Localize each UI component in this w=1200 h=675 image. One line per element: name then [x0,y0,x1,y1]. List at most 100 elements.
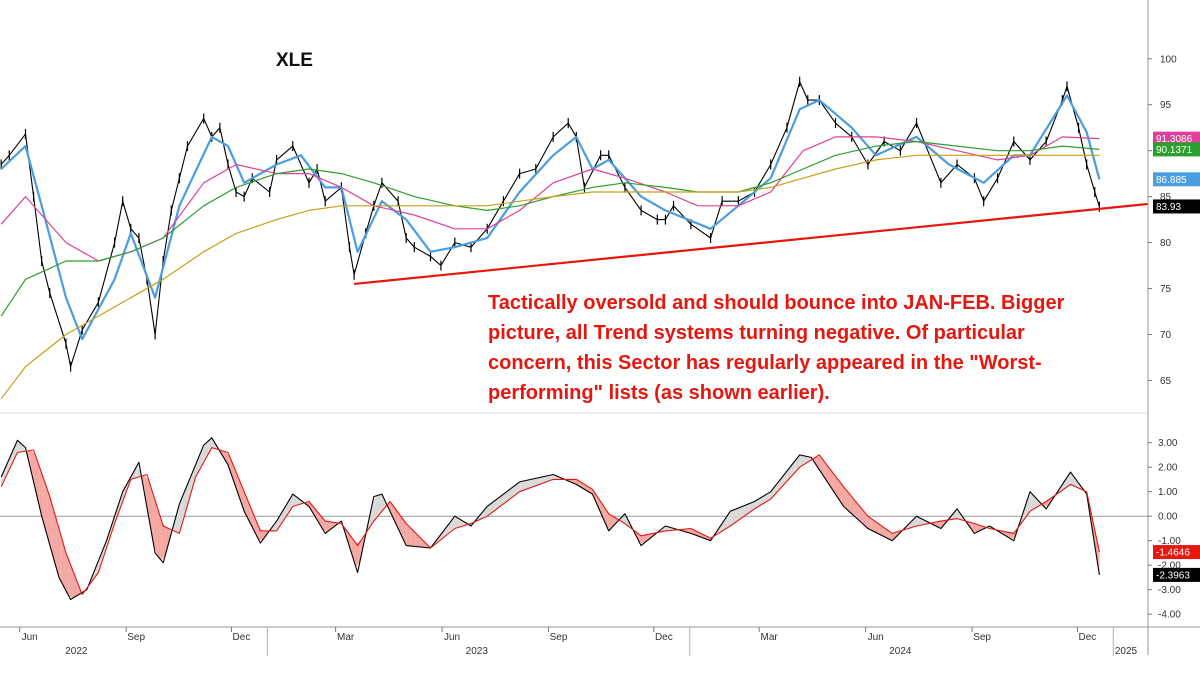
oscillator-spread-segment [1006,531,1011,539]
price-value-tag: 83.93 [1153,199,1200,214]
price-value-tag-box [1153,172,1200,187]
oscillator-spread-segment [30,450,35,488]
oscillator-ytick-label: 1.00 [1158,487,1178,498]
oscillator-spread-segment [664,526,669,532]
oscillator-spread-segment [723,515,728,531]
oscillator-spread-segment [448,518,454,534]
oscillator-spread-segment [43,478,48,538]
oscillator-value-tag-text: -2.3963 [1156,570,1190,581]
price-series-medium-ma [0,136,1100,262]
oscillator-spread-segment [731,508,737,525]
oscillator-spread-segment [279,508,285,526]
oscillator-value-tag-box [1153,567,1200,582]
oscillator-series-fast [0,437,1100,601]
oscillator-spread-segment [579,481,585,490]
oscillator-spread-segment [584,484,589,492]
oscillator-spread-segment [419,536,424,548]
oscillator-spread-segment [537,477,542,486]
oscillator-ytick-label: -3.00 [1158,585,1181,596]
oscillator-spread-segment [153,494,158,556]
x-month-label: Jun [22,632,38,643]
oscillator-spread-segment [398,512,403,538]
oscillator-value-tag: -2.3963 [1153,567,1200,582]
oscillator-spread-segment [491,500,496,514]
oscillator-spread-segment [330,521,335,530]
price-series-long-ma [0,140,1100,317]
oscillator-ytick-label: 3.00 [1158,438,1178,449]
oscillator-spread-segment [938,520,944,528]
oscillator-spread-segment [1,467,6,487]
oscillator-spread-segment [879,524,884,537]
oscillator-spread-segment [571,479,576,485]
oscillator-spread-segment [144,475,149,519]
oscillator-spread-segment [955,510,961,520]
oscillator-spread-segment [1074,476,1079,488]
price-series-short-ma [0,94,1101,341]
oscillator-spread-segment [339,522,344,528]
oscillator-spread-segment [850,494,855,517]
price-ytick-label: 65 [1160,376,1172,387]
oscillator-spread-segment [529,478,534,489]
price-ytick-label: 75 [1160,284,1172,295]
oscillator-spread-segment [829,467,834,491]
oscillator-spread-segment [951,510,956,520]
oscillator-spread-segment [638,534,644,544]
oscillator-spread-segment [837,478,842,504]
oscillator-spread-segment [372,495,378,523]
oscillator-spread-segment [596,495,601,514]
oscillator-spread-segment [740,505,745,519]
support-trendline [354,202,1149,286]
oscillator-spread-segment [1027,493,1032,515]
oscillator-spread-segment [921,518,927,525]
price-ytick-label: 95 [1160,100,1172,111]
oscillator-spread-segment [875,521,880,535]
oscillator-spread-segment [347,531,352,554]
oscillator-spread-segment [541,476,547,484]
oscillator-spread-segment [56,518,61,580]
oscillator-spread-segment [719,521,724,533]
oscillator-spread-segment [34,454,40,506]
oscillator-spread-segment [203,441,209,462]
price-value-tag-text: 86.885 [1156,175,1187,186]
oscillator-spread-segment [148,480,154,543]
annotation-text: Tactically oversold and should bounce in… [488,292,1065,404]
price-ytick-label: 100 [1160,54,1177,65]
oscillator-spread-segment [191,465,196,493]
oscillator-spread-segment [406,524,411,547]
oscillator-spread-segment [284,501,289,520]
oscillator-spread-segment [208,438,213,455]
oscillator-spread-segment [533,477,538,487]
x-month-label: Sep [127,632,145,643]
oscillator-spread-segment [1095,532,1100,575]
oscillator-spread-segment [647,533,652,541]
oscillator-spread-segment [482,506,487,519]
oscillator-value-tag-box [1153,545,1200,560]
oscillator-ytick-label: -2.00 [1158,561,1181,572]
oscillator-spread-segment [588,486,593,495]
oscillator-spread-fill [1,438,1100,599]
oscillator-spread-segment [51,503,57,568]
oscillator-spread-segment [972,523,977,533]
axes-layer: 65707580859095100-4.00-3.00-2.00-1.000.0… [0,0,1200,657]
oscillator-value-tag-text: -1.4646 [1156,548,1190,559]
oscillator-spread-segment [453,517,458,530]
oscillator-spread-segment [72,570,78,599]
oscillator-spread-segment [807,456,813,463]
oscillator-spread-segment [237,476,242,505]
oscillator-spread-segment [377,494,382,518]
oscillator-spread-segment [64,547,69,596]
x-month-label: Mar [337,632,355,643]
price-value-tag: 91.3086 [1153,131,1200,146]
price-ytick-label: 80 [1160,238,1172,249]
oscillator-spread-segment [119,489,124,511]
oscillator-spread-segment [60,533,65,588]
x-year-label: 2025 [1115,646,1138,657]
oscillator-spread-segment [854,499,859,520]
oscillator-spread-segment [351,537,356,568]
x-year-label: 2022 [65,646,88,657]
price-value-tag: 86.885 [1153,172,1200,187]
price-value-tag-text: 83.93 [1156,202,1181,213]
price-value-tag-box [1153,131,1200,146]
